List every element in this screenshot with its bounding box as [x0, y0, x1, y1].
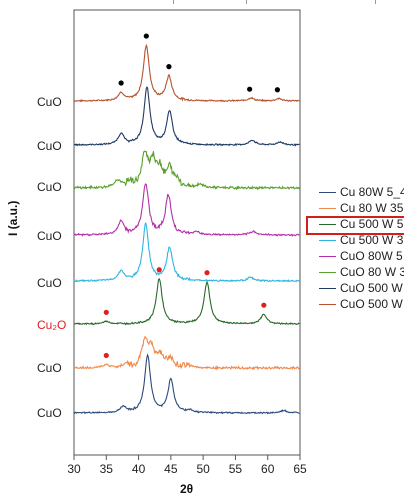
x-tick-label: 65	[293, 462, 307, 476]
phase-label: CuO	[37, 229, 62, 243]
xrd-series-line	[73, 183, 300, 237]
legend-highlight-box	[306, 216, 404, 235]
xrd-series-line	[73, 150, 300, 191]
legend-item: Cu 80 W 35	[312, 200, 404, 216]
legend-item: CuO 500 W	[312, 280, 404, 296]
legend-label: Cu 500 W 3	[340, 233, 404, 247]
legend-label: CuO 500 W	[340, 281, 403, 295]
legend-item: Cu 500 W 5	[312, 216, 404, 232]
phase-label: CuO	[37, 180, 62, 194]
phase-label: CuO	[37, 406, 62, 420]
top-crop-tick	[173, 0, 174, 4]
legend-item: CuO 80W 5	[312, 248, 404, 264]
phase-peak-marker	[156, 267, 162, 273]
legend-swatch	[319, 288, 336, 289]
legend: Cu 80W 5_4 Cu 80 W 35 Cu 500 W 5 Cu 500 W 3…	[312, 184, 404, 312]
xrd-series-line	[73, 86, 300, 147]
phase-peak-marker	[247, 86, 253, 92]
legend-item: Cu 80W 5_4	[312, 184, 404, 200]
x-tick-label: 50	[196, 462, 210, 476]
plot-frame	[73, 9, 301, 456]
legend-swatch	[319, 224, 336, 225]
legend-swatch	[319, 272, 336, 273]
xrd-series-line	[73, 335, 300, 371]
legend-label: CuO 80 W 3	[340, 265, 404, 279]
phase-label: CuO	[37, 276, 62, 290]
xrd-series-line	[73, 353, 300, 415]
x-axis-label: 2θ	[180, 482, 194, 496]
x-tick-label: 60	[261, 462, 275, 476]
legend-label: CuO 80W 5	[340, 249, 403, 263]
xrd-series-line	[73, 222, 300, 283]
legend-item: Cu 500 W 3	[312, 232, 404, 248]
phase-peak-marker	[274, 87, 280, 93]
legend-item: CuO 80 W 3	[312, 264, 404, 280]
legend-label: CuO 500 W	[340, 297, 403, 311]
x-tick-label: 35	[100, 462, 114, 476]
y-axis-label: I (a.u.)	[6, 200, 20, 236]
phase-peak-marker	[103, 309, 109, 315]
legend-swatch	[319, 256, 336, 257]
legend-label: Cu 80W 5_4	[340, 185, 404, 199]
phase-label: CuO	[37, 139, 62, 153]
top-crop-tick	[246, 0, 247, 4]
phase-peak-marker	[204, 270, 210, 276]
x-tick-label: 45	[164, 462, 178, 476]
top-crop-tick	[375, 0, 376, 4]
phase-peak-marker	[261, 302, 267, 308]
xrd-series-line	[73, 43, 300, 103]
phase-label: CuO	[37, 95, 62, 109]
legend-item: CuO 500 W	[312, 296, 404, 312]
phase-peak-marker	[166, 64, 172, 70]
legend-label: Cu 500 W 5	[340, 217, 404, 231]
phase-label: CuO	[37, 361, 62, 375]
phase-label: Cu₂O	[37, 318, 67, 332]
x-tick-label: 40	[132, 462, 146, 476]
x-tick-label: 30	[67, 462, 81, 476]
legend-label: Cu 80 W 35	[340, 201, 404, 215]
legend-swatch	[319, 304, 336, 305]
phase-peak-marker	[118, 80, 124, 86]
legend-swatch	[319, 240, 336, 241]
legend-swatch	[319, 192, 336, 193]
legend-swatch	[319, 208, 336, 209]
x-tick-label: 55	[229, 462, 243, 476]
phase-peak-marker	[103, 352, 109, 359]
phase-peak-marker	[143, 33, 149, 39]
xrd-series-line	[73, 278, 300, 326]
